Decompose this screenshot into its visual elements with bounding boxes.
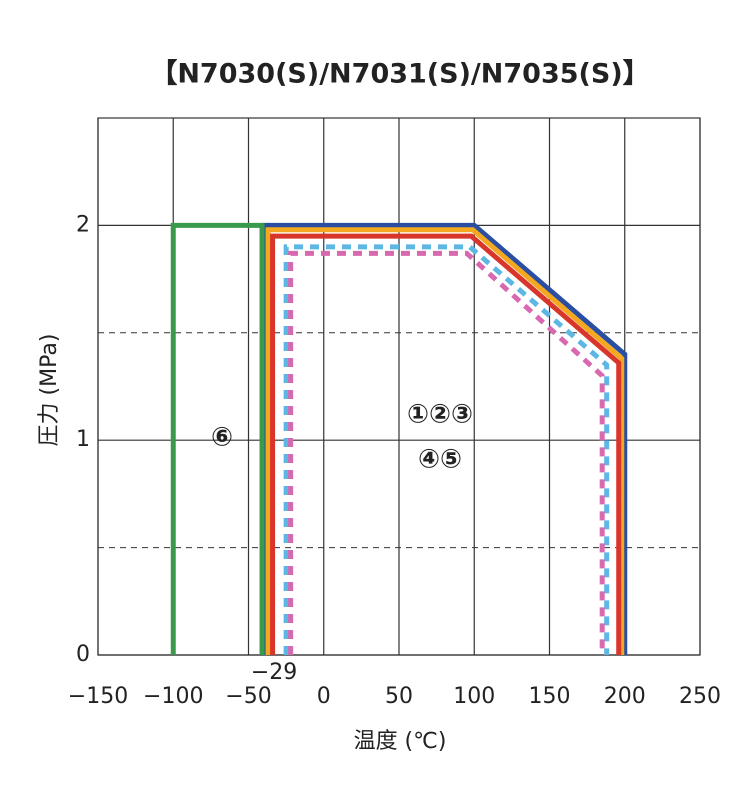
annotation: ④⑤ [418,445,462,475]
y-tick-label: 0 [76,642,90,667]
series-line [283,244,610,655]
x-tick-label: 200 [604,684,646,709]
series-line [288,250,605,655]
x-tick-label: −100 [143,684,203,709]
annotation: ⑥ [211,423,233,453]
series-line [270,233,622,655]
series-line [170,222,265,655]
y-axis-label: 圧力 (MPa) [37,334,62,447]
y-tick-label: 2 [76,212,90,237]
x-tick-label: 50 [385,684,413,709]
x-tick-label: 250 [679,684,721,709]
annotation: ①②③ [407,400,473,430]
x-tick-label: 0 [317,684,331,709]
x-tick-label: −50 [225,684,271,709]
series-line [262,222,628,655]
series-line [265,227,625,655]
x-tick-label: −150 [68,684,128,709]
x-tick-label: 100 [453,684,495,709]
x-axis-label: 温度 (℃) [354,729,447,754]
chart-title: 【N7030(S)/N7031(S)/N7035(S)】 [150,59,649,90]
x-tick-label: 150 [529,684,571,709]
x-marker-label: −29 [251,660,297,685]
y-tick-label: 1 [76,427,90,452]
